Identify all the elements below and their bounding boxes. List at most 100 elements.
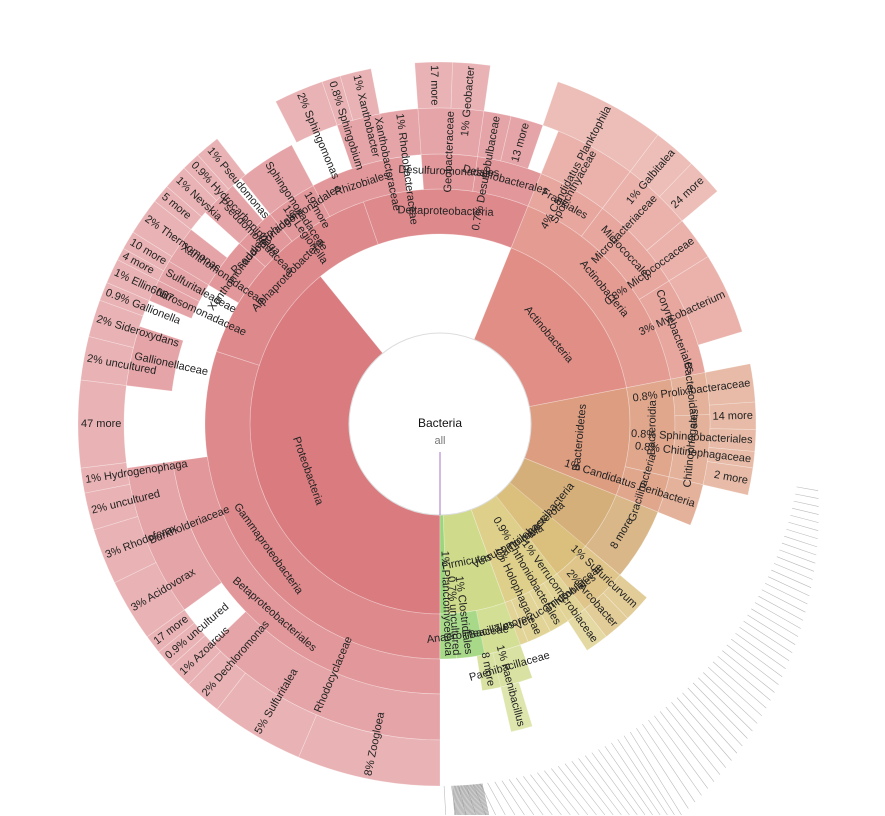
collapsed-wedge-line — [557, 765, 597, 816]
collapsed-wedge-line — [453, 785, 457, 816]
wedge-galbitalea[interactable] — [629, 134, 692, 198]
collapsed-wedge-line — [472, 784, 478, 816]
collapsed-wedge-line — [469, 784, 475, 816]
wedge-anaerolineaceae[interactable] — [452, 610, 486, 659]
collapsed-wedge-line — [474, 784, 481, 816]
wedge-8-more[interactable] — [476, 652, 502, 692]
collapsed-wedge-line — [636, 727, 689, 809]
collapsed-wedge-line — [464, 785, 469, 816]
wedge-sulfuritaleaceae[interactable] — [157, 260, 210, 302]
collapsed-wedge-line — [676, 697, 732, 761]
collapsed-wedge-line — [473, 784, 480, 816]
collapsed-wedge-line — [793, 500, 819, 507]
collapsed-wedge-line — [747, 614, 796, 645]
wedge-13-more[interactable] — [500, 115, 544, 170]
collapsed-wedge-line — [781, 542, 817, 556]
wedge-pseudomonadaceae[interactable] — [204, 185, 264, 244]
wedge-bacteroidia[interactable] — [624, 378, 676, 478]
collapsed-wedge-line — [455, 785, 459, 816]
wedge-hydrogenophaga[interactable] — [80, 462, 131, 494]
collapsed-wedge-line — [537, 772, 571, 816]
collapsed-wedge-line — [792, 507, 819, 515]
wedge-burkholderiaceae[interactable] — [126, 461, 223, 611]
collapsed-wedge-line — [501, 780, 525, 816]
collapsed-wedge-line — [761, 589, 806, 613]
collapsed-wedge-line — [712, 661, 767, 709]
wedge-label-geobacteraceae: Geobacteraceae — [442, 111, 457, 193]
center-node[interactable]: Bacteria all — [348, 332, 532, 516]
collapsed-wedge-line — [654, 715, 709, 789]
collapsed-wedge-line — [466, 784, 472, 816]
wedge-xanthomonadaceae[interactable] — [168, 228, 228, 286]
wedge-rhodoferax[interactable] — [93, 515, 157, 584]
collapsed-wedge-line — [480, 783, 496, 816]
wedge-chitinophagaceae[interactable] — [706, 447, 756, 469]
wedge-paenibacillus[interactable] — [500, 681, 533, 733]
wedge-sulfuricurvum[interactable] — [602, 574, 648, 619]
wedge-rhizobiales[interactable] — [312, 156, 408, 217]
collapsed-wedge-line — [764, 582, 808, 605]
collapsed-wedge-line — [475, 784, 483, 816]
wedge-17-more[interactable] — [146, 609, 195, 653]
wedge-2-more[interactable] — [702, 461, 754, 496]
wedge-prolixibacteraceae[interactable] — [704, 363, 756, 406]
wedge-thermomonas[interactable] — [132, 200, 192, 258]
collapsed-wedge-line — [779, 549, 816, 564]
wedge-xanthobacter[interactable] — [339, 68, 381, 121]
collapsed-wedge-line — [758, 595, 804, 621]
collapsed-wedge-line — [768, 576, 810, 597]
collapsed-wedge-line — [726, 644, 779, 685]
collapsed-wedge-line — [665, 706, 721, 775]
collapsed-wedge-line — [692, 682, 748, 739]
collapsed-wedge-line — [468, 784, 474, 816]
collapsed-wedge-line — [784, 535, 818, 548]
wedge-dechloromonas[interactable] — [188, 650, 246, 710]
collapsed-wedge-line — [786, 528, 818, 540]
wedge-7-more[interactable] — [439, 613, 457, 660]
collapsed-wedge-line — [771, 569, 812, 588]
wedge-gallionellaceae[interactable] — [125, 325, 184, 392]
wedge-sulfuritalea[interactable] — [216, 672, 317, 758]
collapsed-wedge-line — [598, 749, 646, 816]
ring-label-deltaproteobacteria: Deltaproteobacteria — [397, 204, 494, 219]
wedge-geobacter[interactable] — [450, 61, 491, 112]
wedge-chthoniobacterales[interactable] — [528, 582, 569, 632]
wedge-sphingomonas[interactable] — [275, 81, 338, 143]
wedge-gracilibacteria[interactable] — [615, 466, 670, 513]
wedge-zoogloea[interactable] — [298, 714, 441, 787]
wedge-verrucomicrobiaceae[interactable] — [567, 608, 607, 651]
wedge-uncultured[interactable] — [80, 335, 134, 386]
wedge-sphingomonadales[interactable] — [269, 185, 331, 242]
wedge-uncultured[interactable] — [158, 622, 206, 667]
wedge-sideroxydans[interactable] — [88, 299, 144, 348]
collapsed-wedge-line — [458, 785, 462, 816]
collapsed-wedge-line — [459, 785, 464, 816]
wedge-sphingomonadaceae[interactable] — [240, 144, 314, 215]
wedge-betaproteobacteriales[interactable] — [172, 456, 441, 695]
collapsed-wedge-line — [591, 752, 638, 816]
wedge-label-17-more: 17 more — [428, 65, 441, 106]
collapsed-wedge-line — [461, 785, 466, 816]
collapsed-wedge-line — [462, 785, 468, 816]
collapsed-wedge-line — [731, 638, 783, 677]
collapsed-wedge-line — [623, 735, 675, 816]
collapsed-wedge-line — [453, 785, 456, 816]
collapsed-wedge-line — [452, 785, 455, 816]
collapsed-wedge-line — [717, 655, 771, 701]
wedge-mycobacterium[interactable] — [668, 256, 743, 346]
wedge-sphingobacteriales[interactable] — [708, 428, 757, 452]
wedge-chitinophagales[interactable] — [668, 414, 711, 486]
collapsed-wedge-line — [604, 746, 653, 816]
wedge-uncultured[interactable] — [84, 483, 139, 531]
wedge-microbacteriaceae[interactable] — [601, 171, 683, 251]
collapsed-wedge-line — [471, 784, 477, 816]
collapsed-wedge-line — [571, 760, 614, 816]
wedge-nitrosomonadaceae[interactable] — [148, 280, 200, 319]
wedge-gallionella[interactable] — [99, 282, 150, 317]
collapsed-wedge-line — [743, 620, 793, 654]
wedge-gammaproteobacteria[interactable] — [204, 350, 441, 660]
collapsed-wedge-line — [544, 770, 580, 816]
wedge-24-more[interactable] — [659, 163, 718, 222]
wedge-rhodocyclaceae[interactable] — [212, 611, 441, 741]
collapsed-wedge-lines — [443, 486, 819, 816]
